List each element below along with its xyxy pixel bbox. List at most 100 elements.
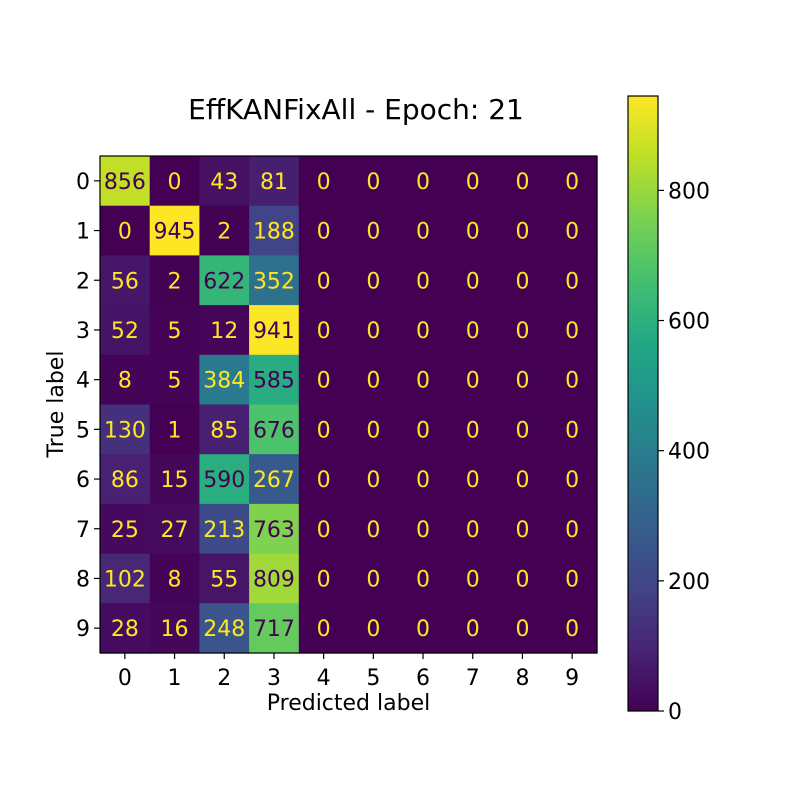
heatmap-cell [447,205,499,256]
heatmap-cell [398,255,449,306]
heatmap-cell [100,255,151,306]
cell-value-label: 0 [466,220,480,245]
heatmap-cell [398,454,449,505]
colorbar-tick-label: 0 [668,700,682,725]
heatmap-cell [298,305,350,356]
cell-value-label: 12 [210,319,238,344]
heatmap-cell [199,553,250,604]
heatmap-cell [298,503,350,555]
y-tick-label: 3 [76,319,90,344]
cell-value-label: 0 [366,617,380,642]
heatmap-cell [547,503,598,555]
colorbar [628,96,658,711]
heatmap-cell [547,454,598,505]
cell-value-label: 0 [466,567,480,592]
cell-value-label: 0 [366,220,380,245]
cell-value-label: 717 [253,617,295,642]
cell-value-label: 0 [168,170,182,195]
cell-value-label: 0 [416,369,430,394]
heatmap-cell [298,255,350,306]
cell-value-label: 55 [210,567,238,592]
cell-value-label: 0 [515,617,529,642]
heatmap-cell [149,305,200,356]
heatmap-cell [199,255,250,306]
cell-value-label: 0 [515,418,529,443]
cell-value-label: 5 [168,319,182,344]
cell-value-label: 188 [253,220,295,245]
cell-value-label: 0 [565,170,579,195]
cell-value-label: 2 [168,269,182,294]
heatmap-cell [497,255,548,306]
cell-value-label: 0 [565,518,579,543]
heatmap-cell [100,205,151,256]
cell-value-label: 5 [168,369,182,394]
cell-value-label: 0 [366,369,380,394]
cell-value-label: 25 [111,518,139,543]
cell-value-label: 0 [565,617,579,642]
cell-value-label: 85 [210,418,238,443]
cell-value-label: 81 [260,170,288,195]
heatmap-cell [199,603,250,654]
cell-value-label: 2 [217,220,231,245]
cell-value-label: 0 [317,269,331,294]
colorbar-tick-label: 200 [668,570,710,595]
y-tick-label: 0 [76,170,90,195]
cell-value-label: 0 [317,418,331,443]
heatmap-cell [249,553,300,604]
heatmap-cell [497,603,548,654]
heatmap-cell [100,503,151,555]
y-axis-label: True label [44,351,69,459]
heatmap-cell [447,354,499,406]
cell-value-label: 130 [104,418,146,443]
heatmap-cell [398,205,449,256]
heatmap-cell [249,503,300,555]
heatmap-cell [298,553,350,604]
cell-value-label: 0 [366,468,380,493]
cell-value-label: 0 [366,567,380,592]
cell-value-label: 0 [565,269,579,294]
x-tick-label: 9 [565,666,579,691]
heatmap-cell [249,454,300,505]
cell-value-label: 0 [118,220,132,245]
heatmap-cell [447,454,499,505]
heatmap-cell [249,603,300,654]
heatmap-cell [348,354,399,406]
cell-value-label: 0 [466,170,480,195]
cell-value-label: 0 [317,617,331,642]
cell-value-label: 0 [466,319,480,344]
cell-value-label: 0 [366,319,380,344]
cell-value-label: 0 [466,418,480,443]
cell-value-label: 0 [416,269,430,294]
cell-value-label: 809 [253,567,295,592]
cell-value-label: 0 [565,418,579,443]
heatmap-cell [497,205,548,256]
chart-title: EffKANFixAll - Epoch: 21 [188,93,524,126]
y-tick-label: 6 [76,468,90,493]
heatmap-cell [149,354,200,406]
cell-value-label: 941 [253,319,295,344]
heatmap-cell [348,454,399,505]
cell-value-label: 0 [565,369,579,394]
cell-value-label: 16 [161,617,189,642]
cell-value-label: 28 [111,617,139,642]
heatmap-cell [348,553,399,604]
y-tick-label: 9 [76,617,90,642]
cell-value-label: 0 [366,269,380,294]
heatmap-cell [447,553,499,604]
cell-value-label: 248 [203,617,245,642]
x-tick-label: 4 [317,666,331,691]
heatmap-cell [447,255,499,306]
heatmap-cell [348,305,399,356]
heatmap-cell [398,156,449,207]
heatmap-cell [199,305,250,356]
colorbar-tick-label: 600 [668,310,710,335]
cell-value-label: 590 [203,468,245,493]
heatmap-cell [149,503,200,555]
x-axis-ticks: 0 1 2 3 4 5 6 7 8 9 [118,653,579,691]
cell-value-label: 0 [416,518,430,543]
cell-value-label: 0 [317,170,331,195]
x-tick-label: 6 [416,666,430,691]
heatmap-cell [547,404,598,455]
cell-value-label: 0 [317,220,331,245]
cell-value-label: 0 [515,319,529,344]
